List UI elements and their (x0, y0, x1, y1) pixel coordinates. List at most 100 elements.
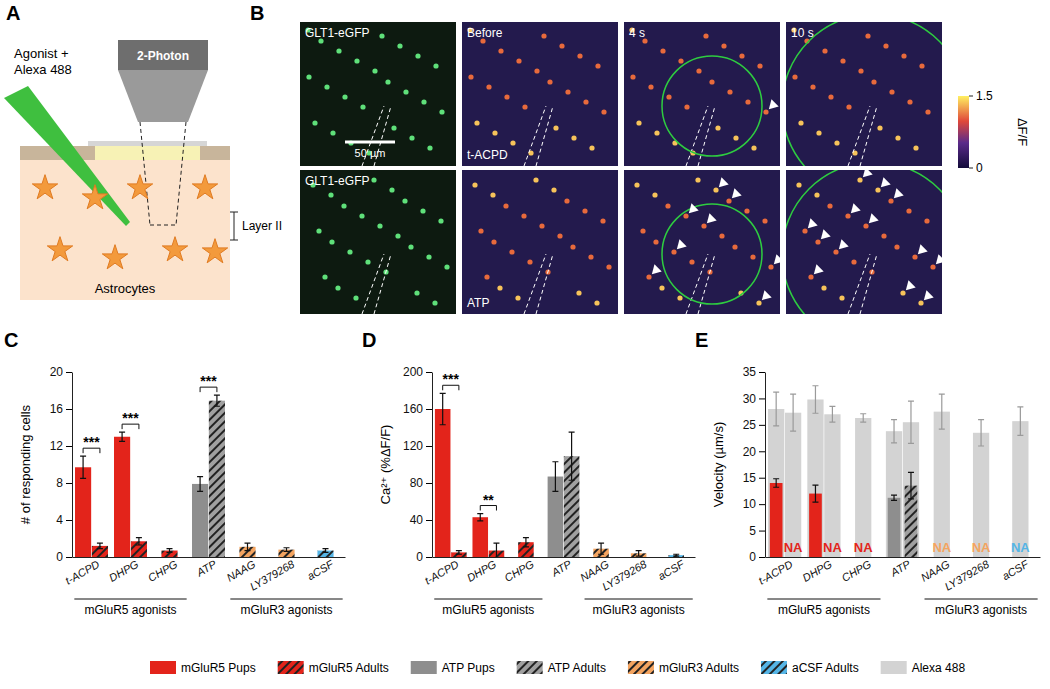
y-tick: 200 (403, 365, 432, 379)
cell (509, 249, 514, 254)
y-tick-label: 12 (50, 439, 64, 453)
y-tick-mark (66, 409, 72, 410)
cell (601, 109, 606, 114)
error-bar (860, 414, 866, 422)
colorbar-tick-label: 1.5 (976, 89, 993, 103)
y-tick-mark (759, 425, 765, 426)
scale-bar (345, 141, 395, 144)
x-tick-label: CHPG (502, 558, 536, 585)
cell (636, 120, 641, 125)
x-tick: CHPG (840, 557, 874, 584)
astrocyte (102, 245, 127, 269)
error-bar (569, 432, 575, 480)
y-tick-mark (66, 483, 72, 484)
colorbar-tick (969, 96, 973, 97)
cell (510, 140, 515, 145)
cell (541, 33, 546, 38)
y-axis-line (72, 373, 73, 558)
cell (745, 99, 750, 104)
cell (503, 203, 508, 208)
cell (808, 274, 813, 279)
value-label: NA (854, 540, 873, 555)
y-axis-line (432, 373, 433, 558)
cell (894, 244, 899, 249)
cell (756, 300, 761, 305)
arrowhead (703, 213, 716, 226)
value-label: NA (932, 540, 951, 555)
cell (744, 208, 749, 213)
significance-label: *** (83, 434, 100, 450)
y-tick-mark (426, 446, 432, 447)
bar (435, 409, 451, 557)
arrowhead (758, 290, 771, 303)
y-tick: 0 (416, 550, 432, 564)
objective-label: 2-Photon (137, 49, 189, 63)
arrowhead (770, 254, 780, 267)
arrowhead (673, 239, 686, 252)
arrowhead (914, 244, 927, 257)
cell (427, 145, 432, 150)
cell (595, 63, 600, 68)
cell (814, 192, 819, 197)
y-tick-mark (66, 557, 72, 558)
cell (583, 99, 588, 104)
arrowhead (804, 218, 817, 231)
cell (654, 130, 659, 135)
cell (640, 228, 645, 233)
group-bracket (74, 599, 186, 600)
error-bar (812, 386, 818, 413)
error-bar (523, 538, 529, 547)
cell (468, 74, 473, 79)
y-tick-mark (426, 557, 432, 558)
cell (409, 135, 414, 140)
cell (570, 244, 575, 249)
image (462, 170, 618, 314)
backdrop-bar (855, 418, 871, 557)
arrowhead (817, 229, 830, 242)
y-tick-mark (759, 557, 765, 558)
significance-label: ** (483, 492, 494, 508)
image-background (786, 22, 942, 166)
backdrop-bar (785, 413, 801, 557)
image (462, 22, 618, 166)
cell (768, 264, 773, 269)
cell (594, 300, 599, 305)
x-tick: CHPG (146, 557, 180, 584)
x-axis-line (433, 557, 696, 558)
arrowhead (835, 239, 848, 252)
cell (444, 264, 449, 269)
colorbar-label: ΔF/F (1015, 118, 1030, 146)
error-bar (477, 514, 483, 521)
cell (474, 120, 479, 125)
cell (385, 79, 390, 84)
x-tick: t-ACPD (63, 557, 101, 587)
image (786, 170, 942, 314)
cell (395, 233, 400, 238)
panel-letter: B (250, 2, 264, 24)
x-tick: CHPG (502, 557, 536, 584)
error-bar (829, 406, 835, 422)
x-tick-label: DHPG (465, 558, 499, 585)
error-bar (978, 420, 984, 446)
image-background (300, 170, 456, 314)
y-tick-mark (759, 398, 765, 399)
cell (877, 125, 882, 130)
cell (713, 187, 718, 192)
image-background (786, 170, 942, 314)
column-label: 10 s (791, 26, 814, 40)
cell (701, 223, 706, 228)
error-bar (80, 456, 86, 478)
arrowhead (859, 170, 872, 181)
panel-letter: C (4, 329, 18, 351)
y-axis: 048121620 (50, 365, 73, 564)
image-background (462, 170, 618, 314)
panel-letter: E (695, 329, 708, 351)
y-tick: 5 (749, 524, 765, 538)
cell (901, 53, 906, 58)
cell (906, 208, 911, 213)
cell (709, 79, 714, 84)
legend-entry: ATP Adults (517, 661, 606, 675)
cell (845, 213, 850, 218)
cell (335, 285, 340, 290)
objective-body (118, 40, 208, 70)
